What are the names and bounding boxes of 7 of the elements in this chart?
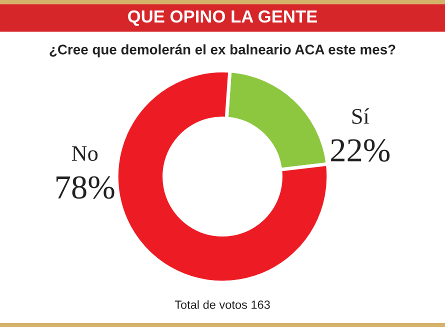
data-label: 78%: [56, 176, 114, 199]
chart-subtitle: ¿Cree que demolerán el ex balneario ACA este mes?: [50, 44, 396, 58]
slice-label: Sí: [352, 108, 370, 124]
slice-label: No: [72, 146, 98, 161]
chart-title: QUE OPINO LA GENTE: [128, 10, 317, 26]
data-label: 22%: [331, 139, 390, 162]
text: Total de votos 163: [174, 300, 270, 309]
